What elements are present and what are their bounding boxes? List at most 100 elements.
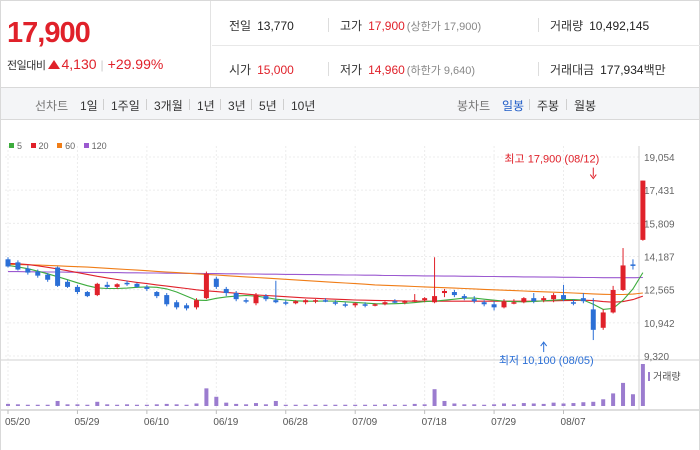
candle — [144, 284, 150, 291]
candle-body — [174, 302, 180, 308]
divider — [283, 99, 284, 110]
divider — [251, 99, 252, 110]
candle — [134, 282, 140, 288]
volume-bar — [134, 404, 139, 406]
volume-bar — [293, 404, 298, 406]
high-stat: 고가 17,900 (상한가 17,900) — [340, 17, 481, 34]
candle-body — [273, 300, 279, 303]
candle-body — [521, 298, 527, 303]
candlestick-chart[interactable]: 19,054 17,431 15,809 14,187 12,565 10,942 9,32… — [1, 120, 699, 450]
candle — [35, 269, 41, 278]
volume-value: 10,492,145 — [589, 19, 650, 33]
volume-bar — [105, 404, 110, 406]
period-10y-button[interactable]: 10년 — [291, 99, 316, 113]
low-stat: 저가 14,960 (하한가 9,640) — [340, 61, 475, 78]
volume-bar — [224, 402, 229, 406]
volume-label: 거래량 — [550, 19, 584, 33]
candle-body — [253, 295, 259, 304]
candle-body — [35, 271, 41, 276]
candle-body — [471, 299, 477, 302]
candle — [203, 271, 209, 300]
monthly-candle-button[interactable]: 월봉 — [574, 99, 597, 113]
candle-body — [451, 292, 457, 296]
volume-bar — [144, 404, 149, 406]
volume-bar — [244, 404, 249, 406]
y-tick-label: 19,054 — [644, 153, 675, 164]
legend-ma5: 5 — [9, 141, 22, 151]
candle — [193, 298, 199, 310]
candle-chart-label: 봉차트 — [457, 99, 491, 113]
volume-bar — [204, 388, 209, 406]
prev-close-value: 13,770 — [257, 19, 294, 33]
volume-bar — [35, 404, 40, 406]
candle-body — [164, 295, 170, 305]
daily-candle-button[interactable]: 일봉 — [502, 99, 525, 113]
candle-body — [640, 180, 646, 240]
y-tick-label: 15,809 — [644, 219, 675, 230]
candle — [15, 260, 21, 271]
candle-body — [580, 298, 586, 302]
volume-bar — [630, 394, 635, 406]
volume-bar — [551, 402, 556, 406]
legend-swatch — [9, 143, 14, 148]
candle — [104, 281, 110, 289]
volume-bar — [611, 393, 616, 406]
candle-body — [134, 283, 140, 287]
volume-bar — [432, 389, 437, 406]
divider — [529, 99, 530, 110]
candle-body — [511, 302, 517, 304]
candle — [382, 301, 388, 306]
low-label: 저가 — [340, 63, 363, 77]
candle — [322, 298, 328, 303]
candle-body — [402, 301, 408, 303]
candle-body — [501, 301, 507, 308]
candle — [461, 294, 467, 301]
volume-bar — [164, 403, 169, 406]
period-5y-button[interactable]: 5년 — [259, 99, 277, 113]
volume-bar — [502, 403, 506, 406]
volume-bar — [640, 364, 645, 406]
header-divider — [212, 45, 700, 46]
volume-bar — [6, 403, 10, 406]
y-tick-label: 12,565 — [644, 286, 675, 297]
period-1w-button[interactable]: 1주일 — [111, 99, 140, 113]
candle-body — [144, 286, 150, 289]
change-label: 전일대비 — [7, 60, 46, 72]
volume-bar — [621, 382, 626, 406]
period-1d-button[interactable]: 1일 — [80, 99, 98, 113]
legend-label: 20 — [38, 141, 49, 151]
weekly-candle-button[interactable]: 주봉 — [537, 99, 560, 113]
candle — [263, 294, 269, 302]
period-1y-button[interactable]: 1년 — [197, 99, 215, 113]
volume-bar — [184, 404, 189, 406]
volume-bar — [55, 400, 60, 406]
price-box: 17,900 전일대비 4,130 | +29.99% — [1, 1, 211, 87]
candle — [25, 265, 31, 275]
period-3y-button[interactable]: 3년 — [228, 99, 246, 113]
change-percent: +29.99% — [107, 56, 164, 72]
volume-bar — [234, 403, 239, 406]
volume-bar — [442, 400, 447, 406]
candle-body — [313, 300, 319, 302]
high-annotation: 최고 17,900 (08/12) — [504, 153, 599, 166]
x-tick-label: 05/29 — [74, 417, 99, 428]
volume-bar — [194, 403, 199, 406]
candle-body — [15, 262, 21, 270]
volume-bar — [402, 404, 407, 406]
candle — [551, 293, 557, 303]
volume-bar — [273, 400, 278, 406]
divider — [220, 99, 221, 110]
candle-body — [491, 304, 497, 308]
legend-label: 60 — [65, 141, 76, 151]
volume-bar — [363, 404, 368, 406]
candle-body — [293, 301, 299, 304]
candle-body — [551, 295, 557, 300]
volume-bar — [462, 404, 467, 406]
prev-close-stat: 전일 13,770 — [229, 17, 294, 34]
candle — [332, 300, 338, 306]
candle — [432, 257, 438, 304]
trade-value-unit: 백만 — [643, 63, 666, 77]
period-3m-button[interactable]: 3개월 — [154, 99, 183, 113]
volume-bar — [65, 404, 70, 406]
candle — [412, 294, 418, 303]
